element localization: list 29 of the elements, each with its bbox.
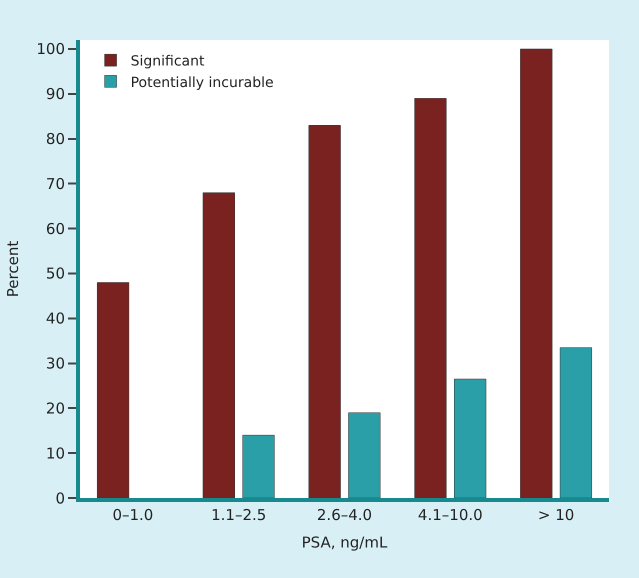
y-tick-label: 10	[46, 444, 65, 462]
y-tick-label: 20	[46, 399, 65, 418]
y-tick-label: 80	[46, 130, 65, 148]
bar	[520, 48, 552, 498]
x-tick-label: 0–1.0	[112, 506, 154, 524]
bar	[348, 412, 380, 498]
y-tick-label: 60	[46, 220, 65, 238]
x-axis-title: PSA, ng/mL	[302, 534, 388, 552]
bar	[414, 98, 447, 498]
bar	[560, 347, 592, 498]
legend-label: Significant	[130, 54, 205, 70]
bar	[242, 434, 275, 498]
y-tick-label: 40	[46, 310, 65, 328]
x-tick-label: 1.1–2.5	[211, 506, 266, 524]
bar	[308, 125, 341, 498]
bar	[96, 282, 130, 498]
y-tick-label: 50	[46, 264, 65, 283]
y-tick-label: 70	[46, 174, 65, 193]
bar	[454, 378, 486, 498]
y-tick-label: 90	[46, 85, 65, 104]
y-axis-title: Percent	[4, 240, 22, 298]
x-tick-label: 2.6–4.0	[316, 506, 372, 524]
y-tick-label: 100	[36, 40, 65, 58]
y-tick-label: 30	[46, 354, 65, 373]
legend-label: Potentially incurable	[130, 74, 274, 91]
x-tick-label: > 10	[538, 506, 574, 524]
x-tick-label: 4.1–10.0	[418, 506, 483, 524]
y-tick-label: 0	[55, 489, 65, 508]
bar	[202, 192, 235, 498]
